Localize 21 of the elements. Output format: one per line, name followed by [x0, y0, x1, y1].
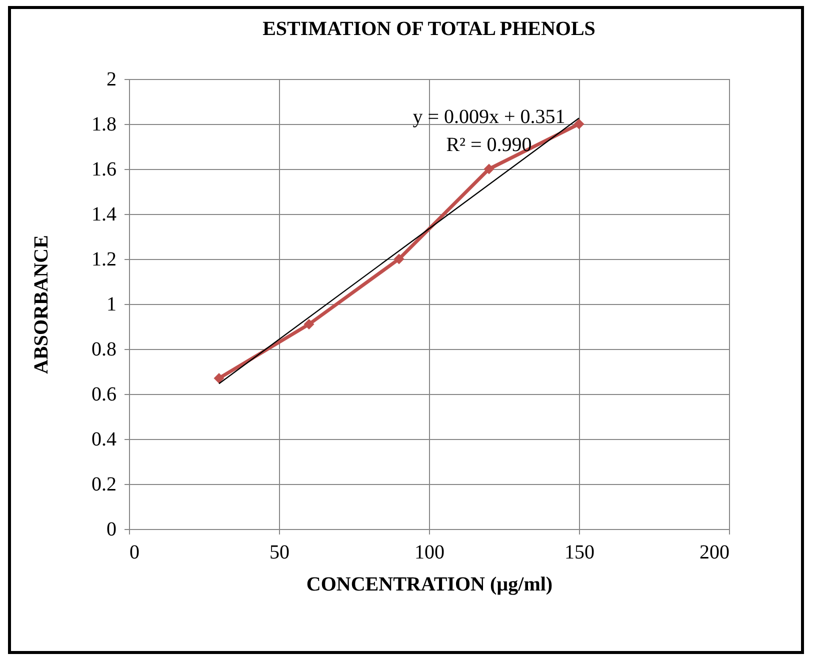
y-tick-label: 1.4	[92, 204, 116, 226]
annotation: R² = 0.990	[446, 134, 532, 156]
x-tick-label: 50	[270, 542, 290, 564]
y-tick-label: 0	[106, 518, 116, 540]
y-tick-label: 0.6	[92, 384, 116, 406]
y-tick-label: 1.8	[92, 114, 116, 136]
x-tick-label: 200	[700, 542, 730, 564]
annotation: y = 0.009x + 0.351	[412, 106, 566, 128]
x-tick-label: 150	[564, 542, 594, 564]
x-axis-title: CONCENTRATION (µg/ml)	[306, 574, 553, 596]
y-tick-label: 1.6	[92, 158, 116, 180]
chart-title: ESTIMATION OF TOTAL PHENOLS	[262, 18, 596, 40]
y-tick-label: 0.4	[92, 428, 116, 450]
x-tick-label: 0	[130, 542, 140, 564]
y-tick-label: 0.8	[92, 338, 116, 360]
y-axis-title: ABSORBANCE	[30, 235, 52, 374]
y-tick-label: 1	[106, 294, 116, 316]
x-tick-label: 100	[414, 542, 444, 564]
y-tick-label: 0.2	[92, 474, 116, 496]
y-tick-label: 2	[106, 68, 116, 90]
y-tick-label: 1.2	[92, 248, 116, 270]
